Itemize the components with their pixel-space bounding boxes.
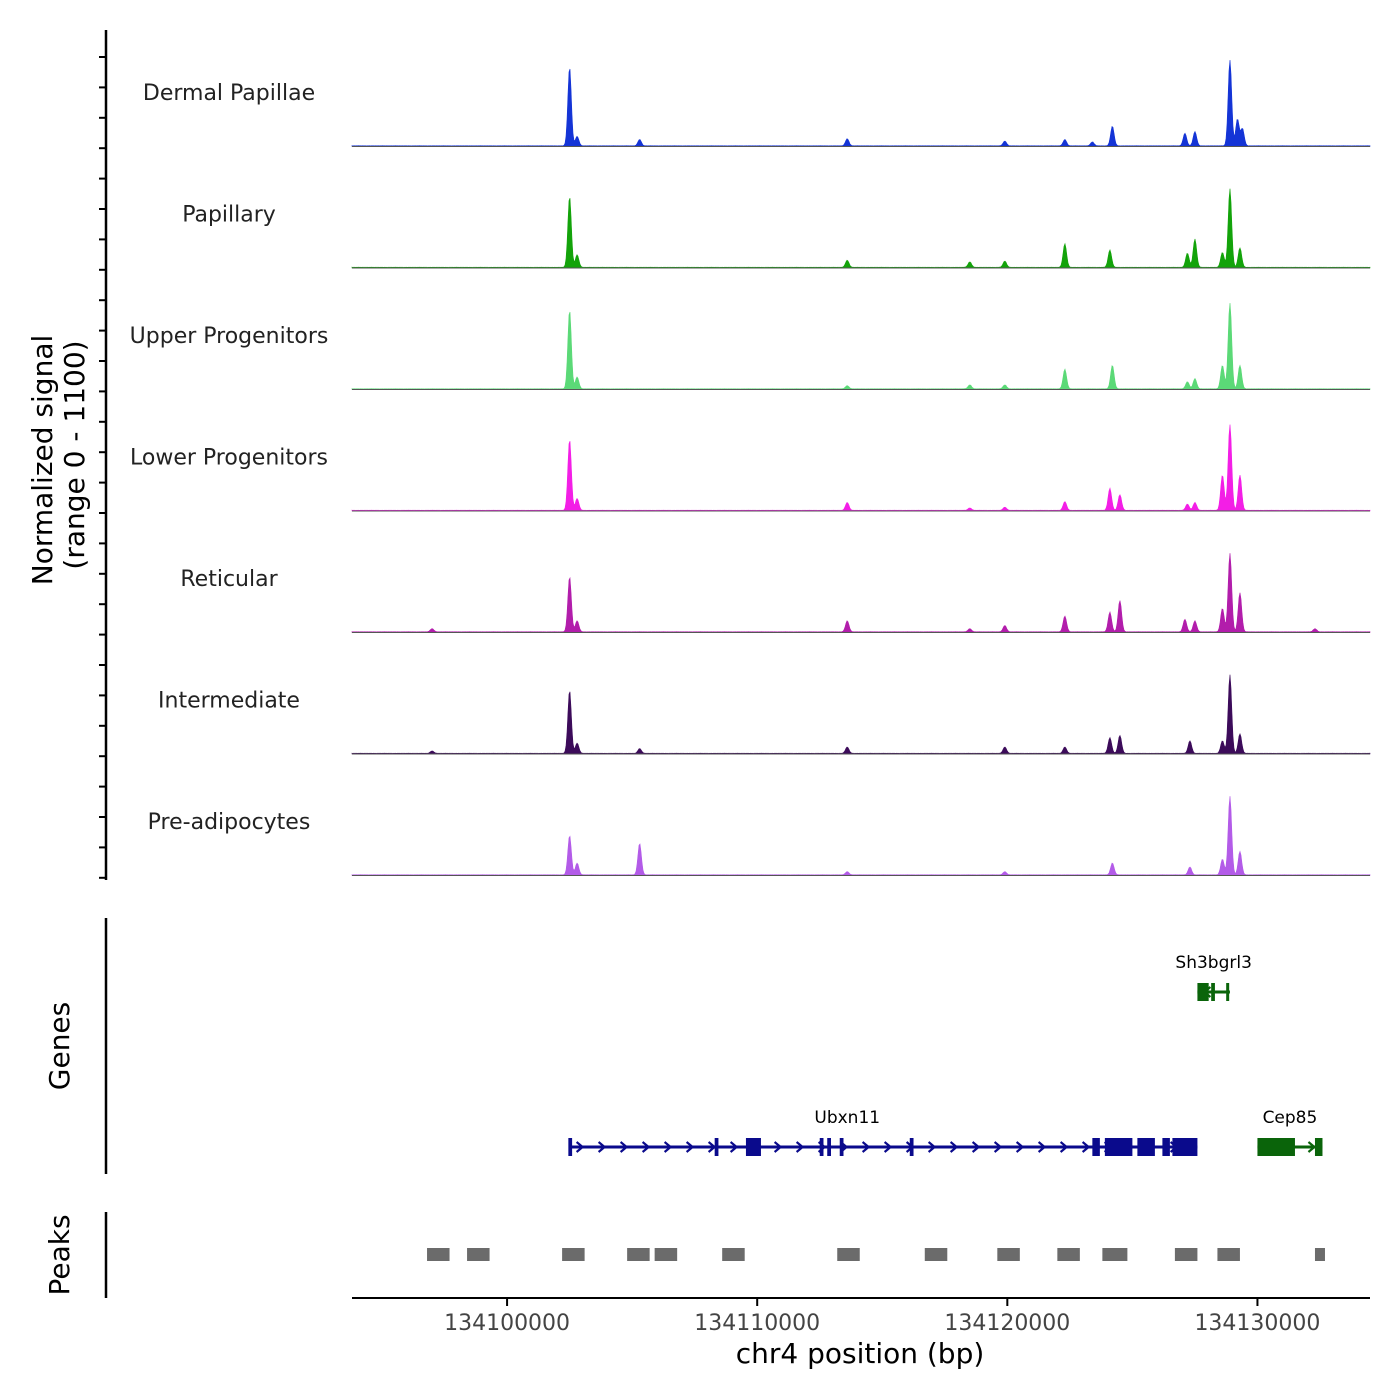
peak-region bbox=[627, 1248, 650, 1261]
gene-strand-chevron bbox=[883, 1141, 893, 1153]
y-axis-label-line2: (range 0 - 1100) bbox=[58, 340, 91, 569]
peak-region bbox=[467, 1248, 490, 1261]
track-label: Pre-adipocytes bbox=[148, 810, 311, 835]
signal-area-4 bbox=[351, 553, 1371, 633]
track-label: Upper Progenitors bbox=[130, 324, 329, 349]
gene-strand-chevron bbox=[993, 1141, 1003, 1153]
x-axis-ticks: 134100000 134110000 134120000 134130000 bbox=[444, 1298, 1320, 1336]
genes-track-label: Genes bbox=[43, 1002, 76, 1090]
gene-exon bbox=[1314, 1138, 1323, 1156]
gene-strand-chevron bbox=[1081, 1141, 1091, 1153]
gene-strand-chevron bbox=[949, 1141, 959, 1153]
gene-exon bbox=[827, 1138, 831, 1156]
gene-exon bbox=[568, 1138, 573, 1156]
peak-region bbox=[997, 1248, 1020, 1261]
gene-exon bbox=[1197, 983, 1209, 1001]
gene-strand-chevron bbox=[685, 1141, 695, 1153]
peak-region bbox=[427, 1248, 450, 1261]
track-label: Intermediate bbox=[158, 689, 300, 714]
gene-exon bbox=[745, 1138, 761, 1156]
gene-strand-chevron bbox=[861, 1141, 871, 1153]
signal-y-axis bbox=[99, 30, 108, 880]
peak-region bbox=[722, 1248, 745, 1261]
signal-area-5 bbox=[351, 674, 1371, 755]
peak-region bbox=[837, 1248, 860, 1261]
x-tick-label: 134130000 bbox=[1194, 1311, 1320, 1336]
gene-strand-chevron bbox=[1015, 1141, 1025, 1153]
track-label: Dermal Papillae bbox=[143, 81, 315, 106]
track-label: Papillary bbox=[182, 203, 276, 228]
signal-area-0 bbox=[351, 59, 1371, 147]
peak-region bbox=[924, 1248, 948, 1261]
signal-area-1 bbox=[351, 188, 1371, 269]
peak-track bbox=[427, 1248, 1325, 1261]
peaks-track-label: Peaks bbox=[43, 1214, 76, 1295]
gene-strand-chevron bbox=[1037, 1141, 1047, 1153]
gene-strand-chevron bbox=[927, 1141, 937, 1153]
gene-exon bbox=[1104, 1138, 1133, 1156]
gene-strand-chevron bbox=[641, 1141, 651, 1153]
gene-exon bbox=[909, 1138, 914, 1156]
signal-area-6 bbox=[351, 796, 1371, 876]
gene-exon bbox=[839, 1138, 844, 1156]
gene-strand-chevron bbox=[575, 1141, 585, 1153]
gene-strand-chevron bbox=[773, 1141, 783, 1153]
gene-exon bbox=[1211, 983, 1215, 1001]
gene-exon bbox=[1137, 1138, 1155, 1156]
signal-tracks: Dermal Papillae Papillary Upper Progenitor… bbox=[130, 59, 1371, 876]
track-label: Lower Progenitors bbox=[130, 446, 328, 471]
peak-region bbox=[562, 1248, 585, 1261]
gene-strand-chevron bbox=[597, 1141, 607, 1153]
x-tick-label: 134120000 bbox=[944, 1311, 1070, 1336]
gene-exon bbox=[1226, 983, 1230, 1001]
peak-region bbox=[1217, 1248, 1240, 1261]
peak-region bbox=[1174, 1248, 1198, 1261]
gene-exon bbox=[1162, 1138, 1170, 1156]
gene-strand-chevron bbox=[663, 1141, 673, 1153]
gene-label: Cep85 bbox=[1263, 1108, 1318, 1128]
peak-region bbox=[654, 1248, 678, 1261]
signal-area-2 bbox=[351, 302, 1371, 390]
gene-strand-chevron bbox=[619, 1141, 629, 1153]
track-label: Reticular bbox=[180, 567, 278, 592]
gene-strand-chevron bbox=[729, 1141, 739, 1153]
peak-region bbox=[1102, 1248, 1128, 1261]
gene-track: Ubxn11 Sh3bgrl3 Cep85 bbox=[568, 953, 1323, 1156]
gene-exon bbox=[1257, 1138, 1295, 1156]
x-axis-label: chr4 position (bp) bbox=[736, 1337, 985, 1370]
gene-label: Sh3bgrl3 bbox=[1175, 953, 1252, 973]
gene-strand-chevron bbox=[1307, 1141, 1317, 1153]
x-tick-label: 134110000 bbox=[694, 1311, 820, 1336]
gene-exon bbox=[1092, 1138, 1100, 1156]
gene-label: Ubxn11 bbox=[814, 1108, 880, 1128]
peak-region bbox=[1057, 1248, 1080, 1261]
peak-region bbox=[1314, 1248, 1325, 1261]
y-axis-label-line1: Normalized signal bbox=[26, 335, 59, 586]
gene-strand-chevron bbox=[1059, 1141, 1069, 1153]
gene-strand-chevron bbox=[971, 1141, 981, 1153]
gene-strand-chevron bbox=[795, 1141, 805, 1153]
gene-exon bbox=[819, 1138, 824, 1156]
gene-exon bbox=[1172, 1138, 1198, 1156]
gene-exon bbox=[714, 1138, 719, 1156]
x-tick-label: 134100000 bbox=[444, 1311, 570, 1336]
signal-area-3 bbox=[351, 424, 1371, 512]
gene-strand-chevron bbox=[707, 1141, 717, 1153]
